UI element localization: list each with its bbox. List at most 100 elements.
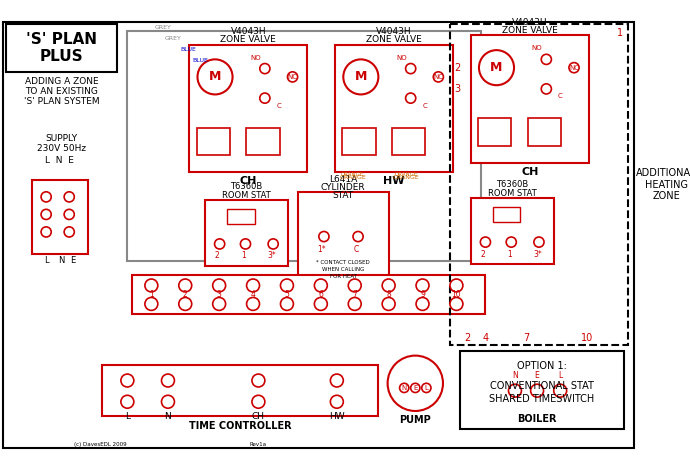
Circle shape [121, 395, 134, 408]
Text: * CONTACT CLOSED: * CONTACT CLOSED [317, 260, 370, 265]
Circle shape [288, 72, 297, 82]
Circle shape [315, 298, 327, 310]
Text: ORANGE: ORANGE [395, 172, 417, 177]
Text: ZONE VALVE: ZONE VALVE [220, 36, 276, 44]
Bar [132, 275, 484, 314]
Bar [471, 36, 589, 163]
Text: E: E [535, 372, 540, 380]
Text: 4: 4 [482, 333, 489, 343]
Text: 4: 4 [250, 290, 255, 299]
Text: 10: 10 [452, 290, 461, 299]
Circle shape [252, 395, 265, 408]
Circle shape [388, 356, 443, 411]
Circle shape [319, 232, 329, 241]
Circle shape [252, 374, 265, 387]
Text: ADDITIONAL
HEATING
ZONE: ADDITIONAL HEATING ZONE [636, 168, 690, 202]
Text: M: M [209, 70, 221, 83]
Circle shape [41, 192, 51, 202]
Circle shape [213, 279, 226, 292]
Circle shape [450, 279, 463, 292]
Circle shape [406, 93, 416, 103]
Bar [246, 128, 279, 155]
Text: N: N [402, 385, 407, 391]
Circle shape [506, 237, 516, 247]
Circle shape [280, 279, 293, 292]
Circle shape [382, 279, 395, 292]
Text: N: N [165, 412, 171, 421]
Text: 7: 7 [353, 290, 357, 299]
Text: 2: 2 [480, 249, 485, 259]
Text: WHEN CALLING: WHEN CALLING [322, 267, 364, 272]
Circle shape [344, 59, 378, 95]
Text: 3*: 3* [533, 249, 542, 259]
Text: 230V 50Hz: 230V 50Hz [37, 145, 86, 154]
Text: TIME CONTROLLER: TIME CONTROLLER [188, 421, 291, 431]
Circle shape [215, 239, 225, 249]
Circle shape [416, 298, 429, 310]
Circle shape [179, 279, 192, 292]
Circle shape [406, 64, 416, 73]
Text: 3: 3 [217, 290, 221, 299]
Circle shape [41, 227, 51, 237]
Text: TO AN EXISTING: TO AN EXISTING [26, 87, 98, 96]
Text: C: C [353, 245, 359, 254]
Text: ORANGE: ORANGE [393, 175, 420, 180]
Text: E: E [70, 256, 75, 265]
Circle shape [348, 298, 361, 310]
Bar [6, 24, 117, 72]
Text: SUPPLY: SUPPLY [46, 134, 78, 143]
Text: BLUE: BLUE [180, 47, 196, 52]
Text: 1: 1 [617, 28, 623, 37]
Circle shape [353, 232, 363, 241]
Circle shape [348, 279, 361, 292]
Text: PUMP: PUMP [400, 415, 431, 425]
Text: 10: 10 [581, 333, 593, 343]
Text: L: L [558, 372, 562, 380]
Text: HW: HW [329, 412, 345, 421]
Bar [460, 351, 624, 430]
Bar [335, 44, 453, 172]
Bar [227, 209, 255, 224]
Circle shape [213, 298, 226, 310]
Text: STAT: STAT [333, 191, 354, 200]
Text: NC: NC [288, 74, 297, 80]
Circle shape [479, 50, 514, 85]
Circle shape [450, 298, 463, 310]
Circle shape [534, 237, 544, 247]
Bar [451, 24, 627, 345]
Bar [342, 128, 375, 155]
Text: ZONE VALVE: ZONE VALVE [366, 36, 422, 44]
Text: 8: 8 [386, 290, 391, 299]
Text: ZONE VALVE: ZONE VALVE [502, 26, 558, 35]
Text: BOILER: BOILER [518, 414, 557, 424]
Circle shape [268, 239, 278, 249]
Circle shape [64, 192, 75, 202]
Circle shape [41, 209, 51, 219]
Text: PLUS: PLUS [40, 49, 83, 64]
Text: N: N [58, 256, 64, 265]
Circle shape [382, 298, 395, 310]
Circle shape [161, 374, 175, 387]
Bar [493, 207, 520, 222]
Circle shape [240, 239, 250, 249]
Text: 1: 1 [507, 249, 512, 259]
Text: L641A: L641A [329, 175, 357, 184]
Bar [478, 118, 511, 146]
Text: 9: 9 [420, 290, 425, 299]
Text: V4043H: V4043H [376, 27, 412, 36]
Text: 1: 1 [241, 251, 246, 260]
Text: NC: NC [569, 65, 579, 71]
Circle shape [433, 72, 444, 82]
Text: 2: 2 [455, 63, 461, 73]
Circle shape [280, 298, 293, 310]
Circle shape [64, 227, 75, 237]
Text: C: C [558, 93, 562, 99]
Circle shape [400, 383, 409, 393]
Bar [128, 31, 481, 262]
Circle shape [145, 279, 158, 292]
Text: GREY: GREY [155, 25, 172, 30]
Text: N: N [512, 372, 518, 380]
Text: NO: NO [396, 54, 407, 60]
Text: 2: 2 [183, 290, 188, 299]
Text: L: L [424, 385, 428, 391]
